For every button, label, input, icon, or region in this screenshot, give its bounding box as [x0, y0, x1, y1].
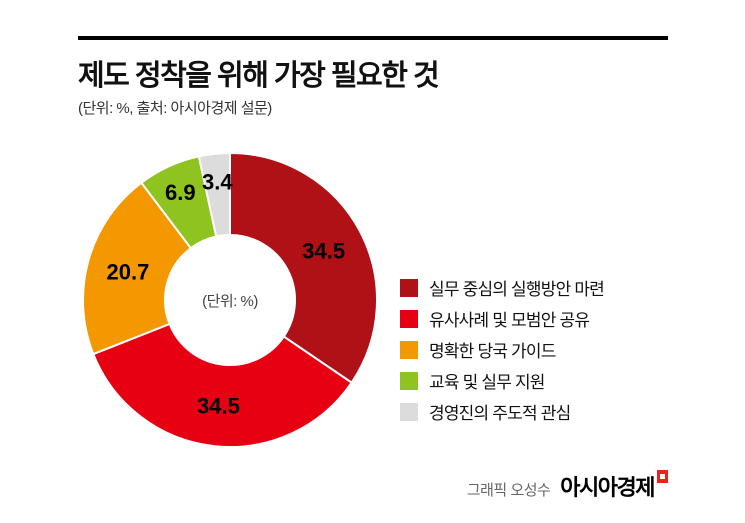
chart-title: 제도 정착을 위해 가장 필요한 것	[78, 60, 440, 92]
legend-label: 경영진의 주도적 관심	[429, 404, 571, 423]
credit-text: 그래픽 오성수	[466, 482, 551, 499]
legend-item: 교육 및 실무 지원	[400, 365, 604, 396]
top-rule	[78, 36, 668, 40]
slice-value-label: 34.5	[197, 393, 240, 418]
chart-subtitle: (단위: %, 출처: 아시아경제 설문)	[78, 100, 272, 117]
donut-slice	[92, 322, 353, 448]
legend-label: 실무 중심의 실행방안 마련	[429, 280, 605, 299]
legend-item: 실무 중심의 실행방안 마련	[400, 272, 605, 303]
slice-value-label: 20.7	[106, 259, 149, 284]
brand-logo: 아시아경제	[560, 470, 668, 502]
legend-label: 유사사례 및 모범안 공유	[429, 311, 590, 330]
footer: 그래픽 오성수 아시아경제	[467, 470, 668, 502]
slice-value-label: 3.4	[202, 170, 233, 195]
legend-swatch	[400, 278, 418, 297]
legend-swatch	[400, 402, 418, 421]
legend-item: 명확한 당국 가이드	[400, 334, 604, 365]
legend-label: 교육 및 실무 지원	[429, 373, 545, 392]
legend-item: 경영진의 주도적 관심	[400, 396, 604, 427]
legend-label: 명확한 당국 가이드	[429, 342, 556, 361]
legend-swatch	[400, 340, 418, 359]
legend-item: 유사사례 및 모범안 공유	[400, 303, 604, 334]
brand-mark-icon	[657, 470, 668, 483]
chart-legend: 실무 중심의 실행방안 마련 유사사례 및 모범안 공유 명확한 당국 가이드 …	[400, 272, 605, 427]
brand-mark-inner	[660, 474, 665, 479]
donut-slice	[197, 152, 231, 238]
brand-text: 아시아경제	[560, 475, 655, 500]
donut-chart: 34.5 34.5 20.7 6.9 3.4	[82, 152, 378, 448]
donut-slice	[82, 181, 193, 356]
legend-swatch	[400, 309, 418, 328]
slice-value-label: 6.9	[165, 180, 196, 205]
slice-value-label: 34.5	[302, 238, 345, 263]
donut-slice	[229, 152, 378, 385]
legend-swatch	[400, 371, 418, 390]
